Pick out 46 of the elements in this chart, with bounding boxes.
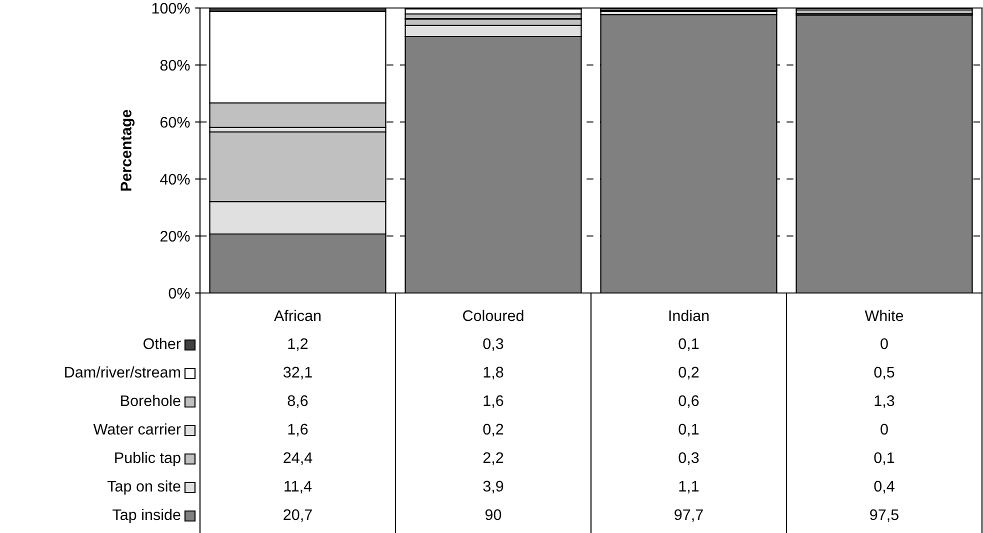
legend-label: Tap on site (107, 480, 180, 495)
data-label: 1,6 (288, 424, 308, 436)
x-tick-label: White (864, 310, 904, 322)
data-label: 0 (880, 338, 888, 350)
data-label: 1,1 (679, 480, 699, 494)
data-label: 20,7 (284, 509, 312, 522)
data-label: 0,2 (678, 366, 699, 380)
data-label: 0,3 (678, 452, 699, 465)
data-label: 24,4 (284, 452, 312, 465)
data-label: 0,6 (678, 395, 699, 408)
data-label: 0,1 (678, 424, 699, 436)
data-label: 1,6 (484, 395, 504, 408)
data-label: 3,9 (483, 480, 504, 494)
y-axis-title: Percentage (120, 110, 135, 191)
legend-label: Tap inside (112, 508, 180, 524)
x-tick-label: African (274, 310, 321, 322)
data-label: 8,6 (288, 395, 308, 408)
data-label: 97,5 (870, 509, 898, 522)
data-label: 2,2 (483, 452, 504, 465)
legend-label: Public tap (115, 452, 180, 466)
y-tick-label: 60% (160, 116, 190, 128)
data-label: 0,5 (874, 366, 894, 380)
y-tick-label: 100% (152, 2, 190, 14)
y-tick-label: 40% (160, 174, 190, 185)
data-label: 0 (880, 424, 888, 435)
y-tick-label: 20% (160, 230, 190, 242)
data-label: 32,1 (283, 366, 312, 380)
x-tick-label: Indian (669, 310, 709, 322)
legend-label: Other (144, 338, 181, 350)
y-tick-label: 80% (160, 60, 190, 71)
data-label: 90 (485, 509, 502, 520)
y-tick-label: 0% (168, 288, 190, 299)
data-label: 0,4 (874, 480, 894, 494)
data-label: 0,1 (678, 338, 699, 351)
legend-label: Water carrier (93, 423, 181, 435)
legend-label: Dam/river/stream (65, 366, 180, 378)
data-label: 97,7 (674, 509, 703, 522)
data-label: 1,3 (874, 395, 894, 408)
data-label: 1,8 (484, 366, 504, 380)
x-tick-label: Coloured (463, 310, 524, 322)
data-label: 0,1 (874, 452, 894, 465)
data-label: 1,2 (288, 338, 308, 351)
data-label: 0,3 (483, 338, 504, 351)
legend-label: Borehole (121, 394, 180, 406)
data-label: 0,2 (483, 424, 504, 436)
data-label: 11,4 (284, 480, 312, 494)
